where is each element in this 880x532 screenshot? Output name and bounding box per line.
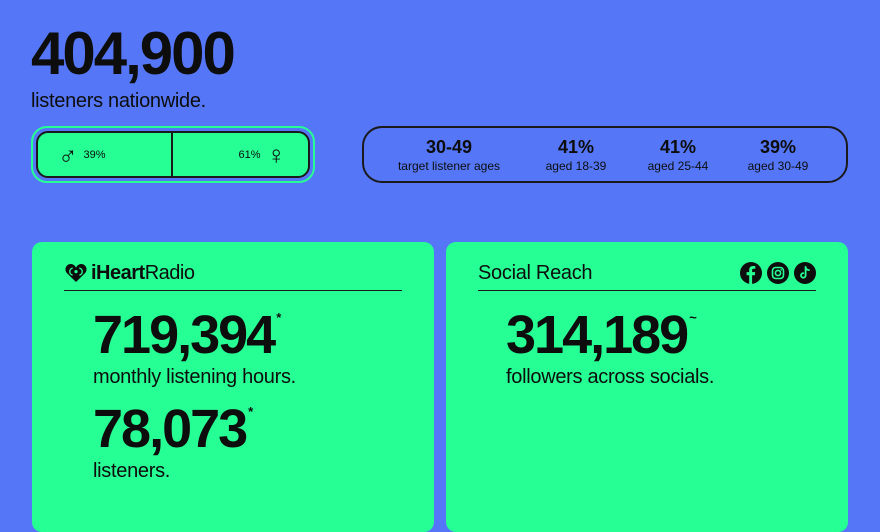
headline: 404,900 listeners nationwide. xyxy=(31,20,236,113)
stat-number: 78,073 xyxy=(93,399,248,459)
iheart-wordmark-prefix: iHeart xyxy=(91,261,145,284)
stat-footnote-mark: * xyxy=(276,310,282,325)
stat-footnote-mark: ~ xyxy=(689,310,697,325)
iheart-stat-hours: 719,394 * monthly listening hours. xyxy=(93,308,296,389)
age-stat-value: 41% xyxy=(659,136,697,157)
age-stat-label: aged 30-49 xyxy=(747,158,809,173)
iheartradio-logo: iHeartRadio xyxy=(64,261,195,285)
social-stat-followers: 314,189 ~ followers across socials. xyxy=(506,308,714,389)
iheart-card-header: iHeartRadio xyxy=(64,256,402,291)
stat-label: followers across socials. xyxy=(506,366,715,388)
facebook-icon[interactable] xyxy=(740,262,762,284)
instagram-icon[interactable] xyxy=(767,262,789,284)
iheart-wordmark-suffix: Radio xyxy=(144,261,195,284)
stat-footnote-mark: * xyxy=(248,404,254,419)
gender-split-inner: ♂ 39% 61% ♀ xyxy=(36,131,310,178)
age-stat-value: 30-49 xyxy=(425,136,473,157)
stat-label: listeners. xyxy=(93,460,171,482)
social-card: Social Reach 314,189 ~ followers across s… xyxy=(446,242,848,532)
gender-split: ♂ 39% 61% ♀ xyxy=(31,126,315,183)
listener-count: 404,900 xyxy=(31,20,236,87)
stat-label: monthly listening hours. xyxy=(93,366,296,388)
age-stat-25-44: 41% aged 25-44 xyxy=(628,137,728,173)
tiktok-icon[interactable] xyxy=(794,262,816,284)
iheart-stat-listeners: 78,073 * listeners. xyxy=(93,402,253,483)
female-segment: 61% ♀ xyxy=(173,133,308,176)
social-card-header: Social Reach xyxy=(478,256,816,291)
age-stat-value: 41% xyxy=(557,136,595,157)
iheartradio-wordmark: iHeartRadio xyxy=(91,261,195,285)
age-stat-value: 39% xyxy=(759,136,797,157)
female-icon: ♀ xyxy=(266,139,287,170)
social-icons xyxy=(740,262,816,284)
age-stat-label: aged 18-39 xyxy=(545,158,607,173)
male-percentage: 39% xyxy=(83,148,106,161)
stat-number: 314,189 xyxy=(506,305,689,365)
iheart-card: iHeartRadio 719,394 * monthly listening h… xyxy=(32,242,434,532)
age-stat-label: target listener ages xyxy=(397,158,501,173)
age-stat-18-39: 41% aged 18-39 xyxy=(526,137,626,173)
age-stat-target: 30-49 target listener ages xyxy=(378,137,520,173)
stat-number: 719,394 xyxy=(93,305,276,365)
age-stats: 30-49 target listener ages 41% aged 18-3… xyxy=(362,126,848,183)
male-segment: ♂ 39% xyxy=(38,133,173,176)
listener-count-label: listeners nationwide. xyxy=(31,90,206,112)
age-stat-30-49: 39% aged 30-49 xyxy=(728,137,828,173)
male-icon: ♂ xyxy=(58,139,78,170)
social-card-title: Social Reach xyxy=(478,261,593,284)
iheart-icon xyxy=(65,264,87,282)
female-percentage: 61% xyxy=(238,148,261,161)
age-stat-label: aged 25-44 xyxy=(647,158,709,173)
